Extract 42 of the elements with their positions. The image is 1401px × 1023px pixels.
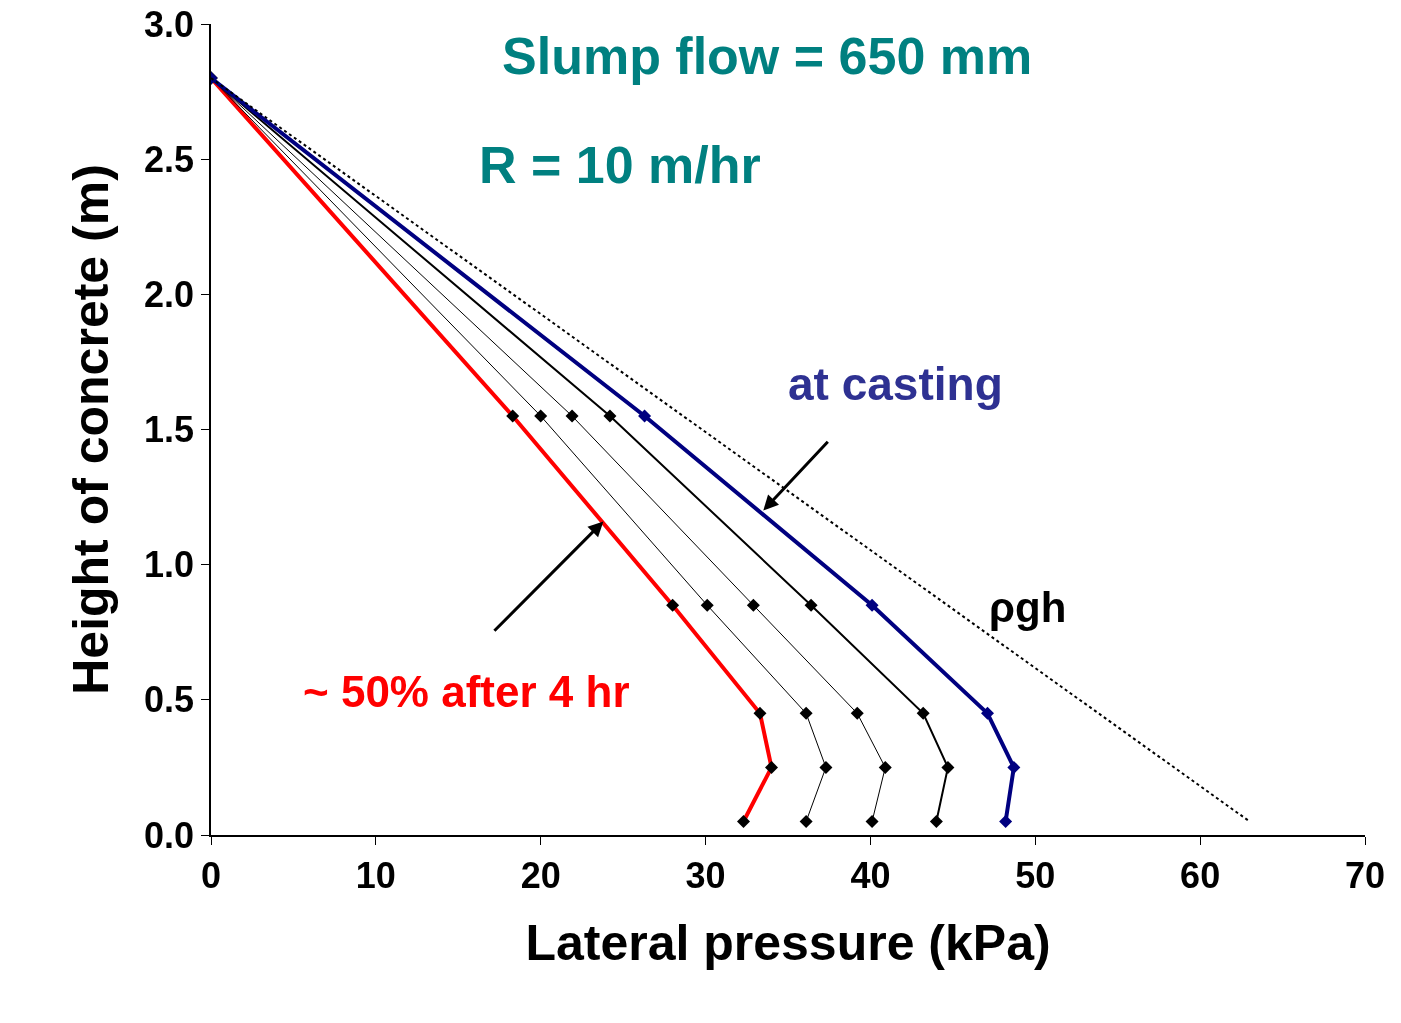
x-tick-label: 60 bbox=[1180, 854, 1221, 896]
annotation: at casting bbox=[788, 358, 1003, 410]
y-tick-label: 0.5 bbox=[144, 679, 195, 721]
y-axis-title: Height of concrete (m) bbox=[62, 164, 119, 695]
point bbox=[603, 409, 617, 423]
y-tick-label: 2.5 bbox=[144, 138, 195, 180]
annotation: ~ 50% after 4 hr bbox=[303, 667, 630, 716]
point bbox=[865, 598, 879, 612]
point bbox=[700, 598, 714, 612]
annotation: ρgh bbox=[989, 584, 1067, 631]
point bbox=[534, 409, 548, 423]
x-tick-label: 30 bbox=[685, 854, 726, 896]
x-tick-label: 20 bbox=[520, 854, 561, 896]
x-tick-label: 70 bbox=[1344, 854, 1386, 896]
x-tick-label: 10 bbox=[355, 854, 396, 896]
y-tick-label: 1.0 bbox=[144, 544, 195, 586]
y-tick-label: 0.0 bbox=[144, 814, 195, 856]
point bbox=[804, 598, 818, 612]
x-tick-label: 0 bbox=[200, 854, 222, 896]
y-tick-label: 2.0 bbox=[144, 273, 195, 315]
x-axis-title: Lateral pressure (kPa) bbox=[525, 914, 1051, 971]
point bbox=[799, 814, 813, 828]
point bbox=[746, 598, 760, 612]
point bbox=[929, 814, 943, 828]
point bbox=[638, 409, 652, 423]
point bbox=[1007, 760, 1021, 774]
point bbox=[819, 760, 833, 774]
point bbox=[878, 760, 892, 774]
point bbox=[980, 706, 994, 720]
x-tick-label: 50 bbox=[1015, 854, 1056, 896]
y-tick-label: 3.0 bbox=[144, 3, 195, 45]
point bbox=[916, 706, 930, 720]
annotation: Slump flow = 650 mm bbox=[502, 27, 1033, 85]
point bbox=[799, 706, 813, 720]
point bbox=[565, 409, 579, 423]
point bbox=[999, 814, 1013, 828]
point bbox=[865, 814, 879, 828]
point bbox=[850, 706, 864, 720]
annotation: R = 10 m/hr bbox=[479, 136, 761, 194]
x-tick-label: 40 bbox=[850, 854, 891, 896]
point bbox=[941, 760, 955, 774]
y-tick-label: 1.5 bbox=[144, 409, 195, 451]
